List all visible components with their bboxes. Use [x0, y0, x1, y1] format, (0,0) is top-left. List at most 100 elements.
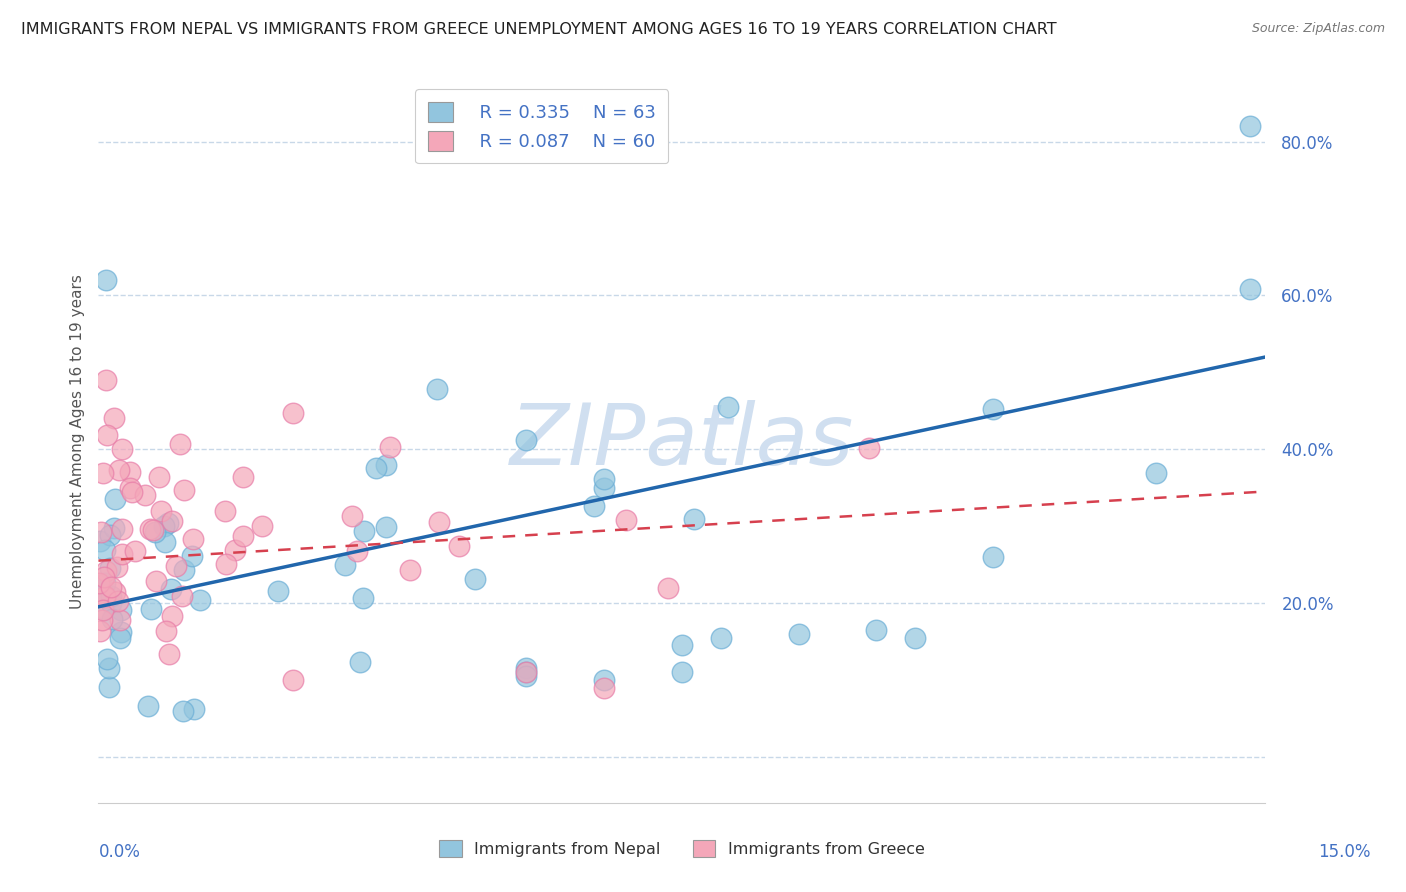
Point — [375, 458, 398, 472]
Point — [858, 441, 880, 455]
Point — [110, 625, 132, 640]
Point — [170, 590, 193, 604]
Point — [364, 461, 387, 475]
Point — [1239, 282, 1261, 296]
Point — [136, 699, 159, 714]
Point — [214, 504, 236, 518]
Point — [267, 583, 290, 598]
Point — [118, 465, 141, 479]
Point — [91, 613, 114, 627]
Point — [139, 602, 162, 616]
Point — [173, 483, 195, 498]
Point — [107, 594, 129, 608]
Text: Source: ZipAtlas.com: Source: ZipAtlas.com — [1251, 22, 1385, 36]
Point — [169, 437, 191, 451]
Point — [108, 613, 131, 627]
Point — [104, 492, 127, 507]
Point — [96, 373, 118, 387]
Point — [103, 521, 125, 535]
Point — [142, 523, 165, 537]
Point — [173, 563, 195, 577]
Point — [89, 588, 111, 602]
Point — [118, 481, 141, 495]
Point — [787, 626, 810, 640]
Point — [110, 602, 132, 616]
Point — [96, 427, 118, 442]
Point — [148, 470, 170, 484]
Point — [398, 563, 420, 577]
Point — [153, 519, 176, 533]
Point — [172, 704, 194, 718]
Text: ZIPatlas: ZIPatlas — [510, 400, 853, 483]
Point — [582, 499, 605, 513]
Point — [671, 638, 693, 652]
Point — [215, 557, 238, 571]
Point — [100, 589, 122, 603]
Point — [138, 522, 160, 536]
Point — [159, 582, 181, 596]
Point — [121, 485, 143, 500]
Point — [614, 513, 637, 527]
Point — [593, 673, 616, 687]
Point — [515, 669, 537, 683]
Point — [98, 661, 121, 675]
Point — [111, 442, 134, 457]
Text: 0.0%: 0.0% — [98, 843, 141, 861]
Point — [124, 544, 146, 558]
Point — [375, 520, 398, 534]
Point — [981, 549, 1004, 564]
Point — [93, 569, 115, 583]
Point — [93, 576, 115, 591]
Point — [104, 585, 127, 599]
Point — [352, 591, 374, 606]
Point — [333, 558, 356, 573]
Point — [281, 673, 304, 687]
Point — [89, 583, 111, 598]
Point — [100, 596, 122, 610]
Point — [145, 574, 167, 588]
Point — [111, 547, 134, 561]
Point — [1146, 466, 1168, 480]
Point — [346, 544, 368, 558]
Point — [593, 481, 616, 495]
Point — [89, 575, 111, 590]
Point — [155, 535, 177, 549]
Point — [157, 648, 180, 662]
Legend: Immigrants from Nepal, Immigrants from Greece: Immigrants from Nepal, Immigrants from G… — [433, 833, 931, 863]
Point — [101, 612, 124, 626]
Point — [353, 524, 375, 539]
Point — [93, 602, 115, 616]
Point — [593, 472, 616, 486]
Point — [464, 573, 486, 587]
Point — [657, 581, 679, 595]
Point — [94, 589, 117, 603]
Point — [94, 564, 117, 578]
Point — [515, 661, 537, 675]
Point — [160, 515, 183, 529]
Point — [180, 549, 202, 563]
Point — [103, 411, 125, 425]
Point — [98, 560, 121, 574]
Point — [981, 402, 1004, 417]
Point — [89, 624, 111, 638]
Point — [447, 539, 470, 553]
Point — [683, 512, 706, 526]
Point — [349, 655, 371, 669]
Point — [515, 433, 537, 447]
Point — [378, 440, 401, 454]
Point — [94, 542, 117, 557]
Point — [183, 702, 205, 716]
Point — [91, 603, 114, 617]
Point — [188, 593, 211, 607]
Point — [165, 559, 187, 574]
Point — [671, 665, 693, 680]
Point — [904, 631, 927, 645]
Point — [427, 515, 450, 529]
Point — [710, 631, 733, 645]
Point — [160, 609, 183, 624]
Point — [515, 665, 537, 680]
Point — [111, 523, 134, 537]
Point — [93, 590, 115, 604]
Point — [91, 467, 114, 481]
Point — [100, 580, 122, 594]
